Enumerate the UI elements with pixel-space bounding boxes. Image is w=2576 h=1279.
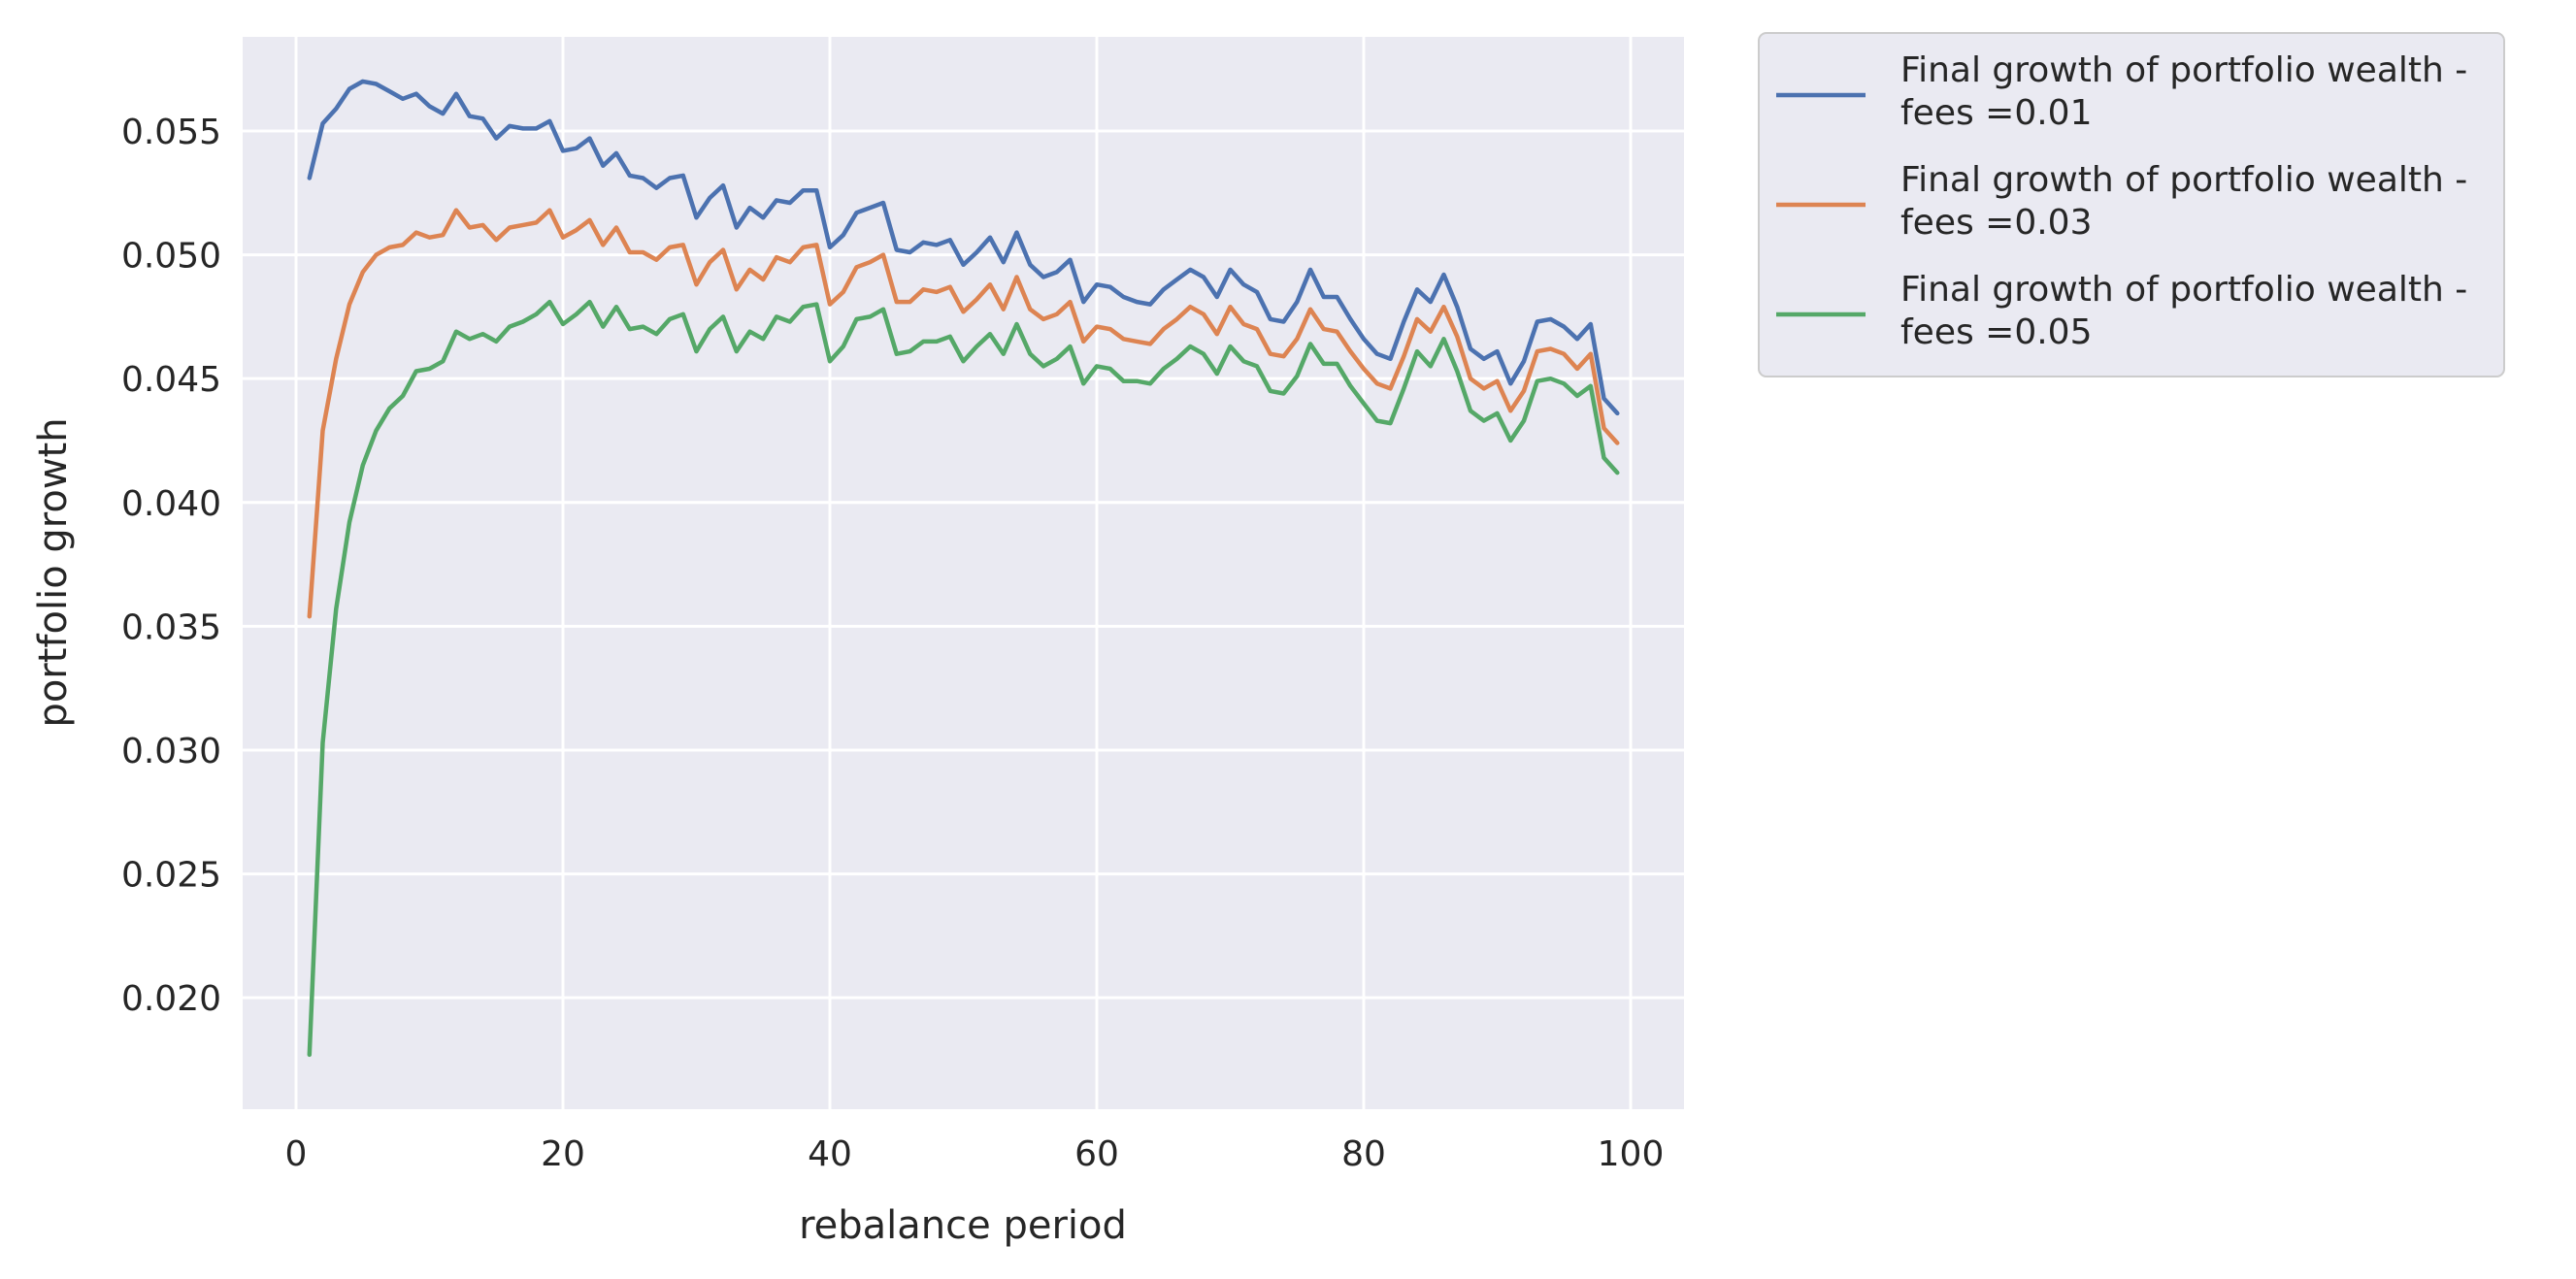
y-tick-label: 0.045	[121, 360, 221, 400]
series-line-1	[307, 79, 1620, 416]
plot-background	[243, 37, 1684, 1109]
x-tick-label: 100	[1598, 1134, 1665, 1174]
legend-label: Final growth of portfolio wealth -	[1900, 50, 2467, 90]
x-axis-label: rebalance period	[799, 1203, 1127, 1248]
series-line-2	[307, 208, 1620, 619]
series-line-3	[307, 299, 1620, 1058]
y-tick-label: 0.020	[121, 979, 221, 1019]
legend-label: Final growth of portfolio wealth -	[1900, 160, 2467, 200]
x-tick-label: 60	[1074, 1134, 1119, 1174]
legend-label: Final growth of portfolio wealth -	[1900, 270, 2467, 310]
y-tick-label: 0.025	[121, 856, 221, 896]
y-tick-label: 0.030	[121, 732, 221, 771]
legend-item: Final growth of portfolio wealth - fees …	[1776, 160, 2467, 243]
legend-label: fees =0.01	[1900, 93, 2093, 133]
grid-lines	[243, 37, 1684, 1109]
legend-item: Final growth of portfolio wealth - fees …	[1776, 50, 2467, 133]
y-tick-label: 0.035	[121, 607, 221, 647]
y-tick-label: 0.040	[121, 484, 221, 524]
x-tick-label: 20	[541, 1134, 585, 1174]
x-tick-label: 40	[808, 1134, 852, 1174]
legend: Final growth of portfolio wealth - fees …	[1758, 32, 2505, 377]
legend-item: Final growth of portfolio wealth - fees …	[1776, 270, 2467, 352]
x-tick-label: 0	[285, 1134, 308, 1174]
x-tick-label: 80	[1341, 1134, 1386, 1174]
y-tick-label: 0.050	[121, 237, 221, 277]
series-lines	[307, 79, 1620, 1058]
legend-box	[1758, 32, 2505, 377]
y-tick-label: 0.055	[121, 113, 221, 152]
x-tick-labels: 0 20 40 60 80 100	[285, 1134, 1665, 1174]
y-axis-label: portfolio growth	[31, 417, 76, 727]
legend-label: fees =0.05	[1900, 312, 2093, 352]
legend-label: fees =0.03	[1900, 203, 2093, 243]
y-tick-labels: 0.020 0.025 0.030 0.035 0.040 0.045 0.050 0.055	[121, 113, 221, 1019]
